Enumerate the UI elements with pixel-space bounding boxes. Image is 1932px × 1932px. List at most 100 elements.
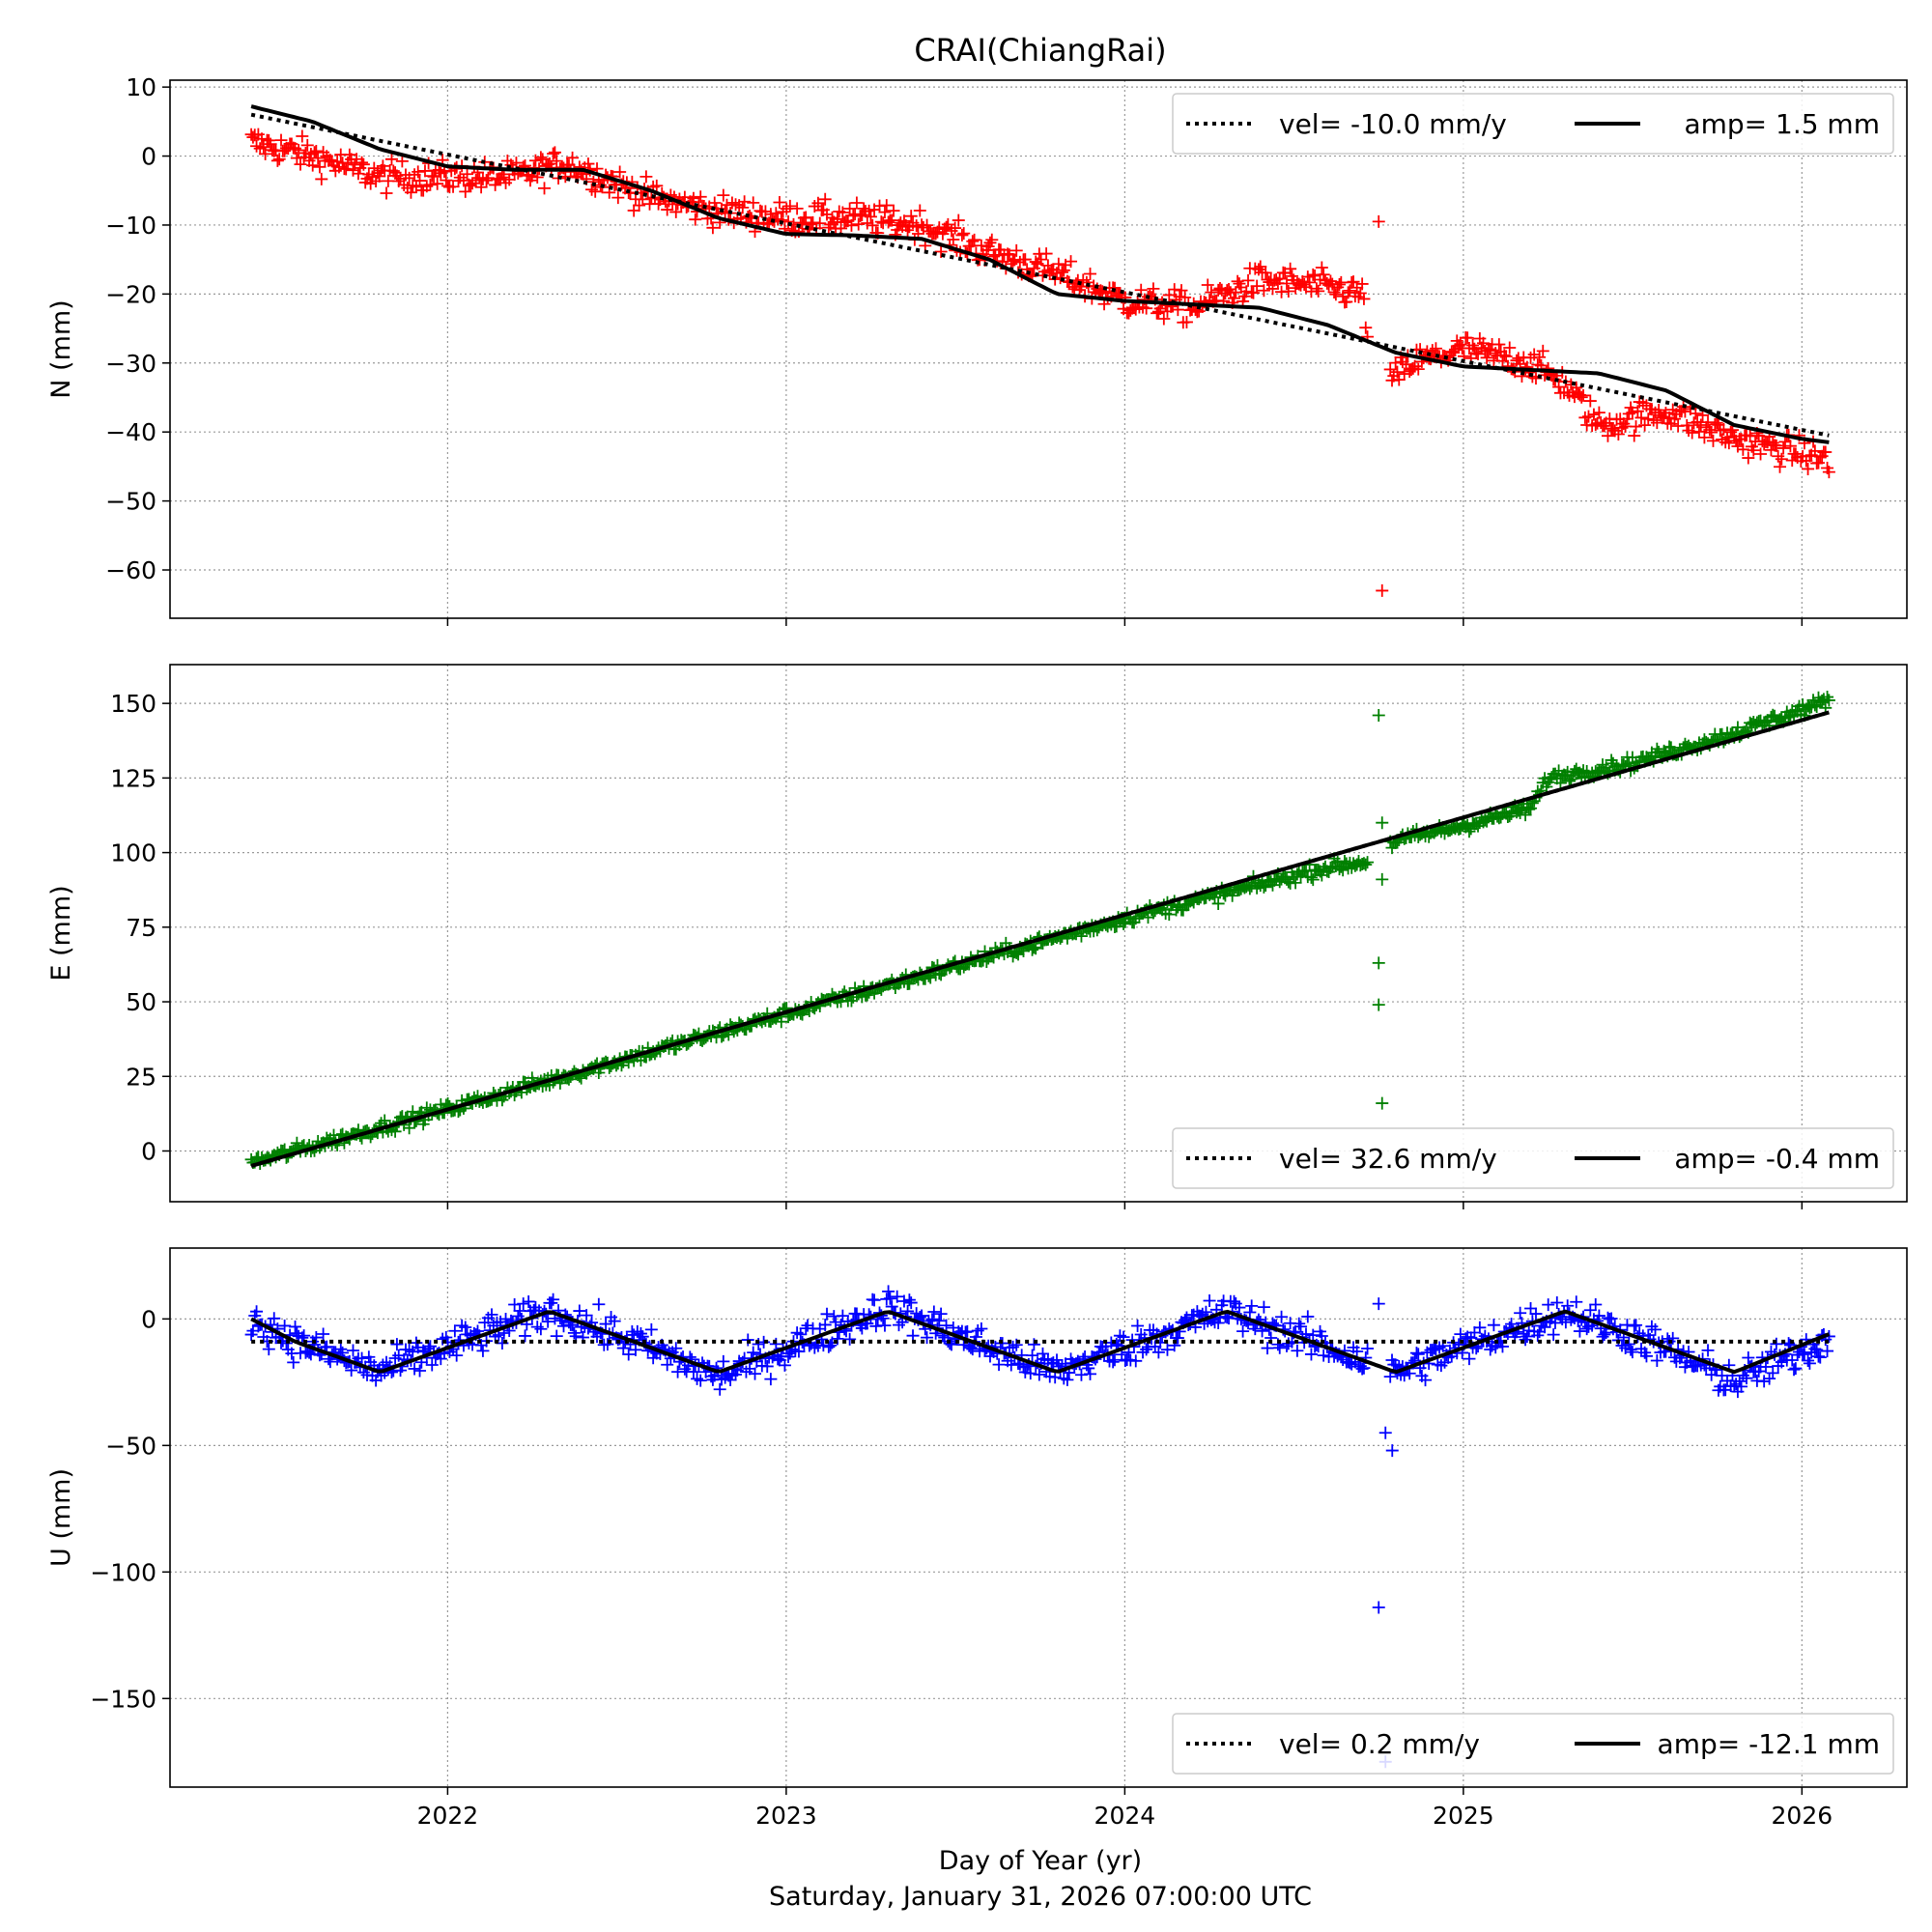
data-point <box>813 216 827 230</box>
data-point <box>1821 691 1834 704</box>
data-point <box>300 138 314 152</box>
data-point <box>1310 282 1323 296</box>
data-point <box>1256 1324 1269 1338</box>
legend: vel= 32.6 mm/y amp= -0.4 mm <box>1172 1127 1894 1189</box>
data-point <box>534 1322 548 1336</box>
data-point <box>1631 405 1644 418</box>
data-point <box>1561 765 1575 779</box>
data-point <box>431 177 444 190</box>
data-point <box>801 1319 814 1332</box>
y-tick-label: 0 <box>141 1305 156 1333</box>
data-point <box>1742 451 1755 465</box>
data-point <box>352 167 365 181</box>
data-point <box>1306 268 1320 281</box>
data-point <box>1706 434 1719 447</box>
data-point <box>624 186 638 200</box>
data-point <box>1686 426 1699 440</box>
data-point <box>1342 286 1355 299</box>
data-point <box>790 202 804 215</box>
data-point <box>1409 1347 1423 1360</box>
data-point <box>836 1309 849 1322</box>
data-point <box>1783 440 1797 453</box>
data-point <box>1650 1354 1663 1368</box>
data-point <box>613 165 627 179</box>
data-point <box>1548 1316 1562 1329</box>
data-point <box>317 1327 330 1341</box>
data-point <box>941 217 954 231</box>
data-point <box>255 132 269 146</box>
data-point <box>616 1342 630 1355</box>
data-point <box>1055 266 1068 279</box>
x-axis-label: Day of Year (yr) <box>939 1846 1142 1876</box>
data-point <box>1522 803 1536 816</box>
data-point <box>1257 284 1270 298</box>
y-tick-label: −50 <box>105 1432 156 1460</box>
data-point <box>983 236 997 249</box>
y-tick-label: −150 <box>90 1685 156 1713</box>
data-point <box>1372 709 1385 723</box>
data-point <box>294 157 307 171</box>
data-point <box>1731 440 1745 453</box>
data-point <box>1499 350 1513 363</box>
data-point <box>1357 292 1371 305</box>
data-point <box>1600 1326 1613 1339</box>
data-point <box>1074 1368 1088 1381</box>
data-point <box>781 214 795 228</box>
data-point <box>863 204 876 217</box>
data-point <box>278 1143 292 1156</box>
data-point <box>850 196 864 210</box>
y-axis-label: U (mm) <box>46 1468 76 1567</box>
data-point <box>278 1319 292 1332</box>
data-point <box>1802 1353 1815 1367</box>
data-point <box>1400 357 1413 371</box>
data-point <box>403 1122 416 1135</box>
data-point <box>395 155 409 168</box>
data-point <box>1664 741 1678 754</box>
data-point <box>1628 429 1641 442</box>
data-point <box>883 1292 896 1305</box>
axes-frame <box>169 664 1908 1203</box>
data-point <box>1559 1316 1573 1329</box>
data-point <box>440 174 453 187</box>
data-point <box>1151 1346 1165 1359</box>
data-point <box>1241 273 1255 287</box>
y-tick-label: 150 <box>110 690 156 718</box>
data-point <box>1747 443 1760 457</box>
data-point <box>474 181 488 194</box>
data-point <box>824 1339 838 1352</box>
data-point <box>843 1332 857 1346</box>
data-point <box>1759 1360 1773 1374</box>
y-tick-label: 50 <box>126 988 156 1016</box>
data-point <box>408 1362 421 1376</box>
data-point <box>878 1319 892 1332</box>
data-point <box>1376 816 1389 830</box>
data-point <box>599 1318 612 1331</box>
y-axis-label: N (mm) <box>46 299 76 398</box>
data-point <box>1282 285 1295 298</box>
data-point <box>427 170 440 184</box>
data-point <box>1301 270 1315 284</box>
data-point <box>1808 1342 1822 1355</box>
x-tick-label: 2022 <box>417 1802 479 1830</box>
data-point <box>550 155 563 168</box>
data-point <box>1519 1333 1532 1347</box>
data-point <box>1650 742 1663 755</box>
data-point <box>694 190 707 204</box>
data-point <box>270 154 284 167</box>
data-point <box>1233 1301 1246 1315</box>
data-point <box>1626 1346 1639 1359</box>
legend-box <box>1172 1713 1894 1775</box>
data-point <box>1157 312 1171 326</box>
data-point <box>836 206 849 219</box>
data-point <box>1692 425 1706 439</box>
data-point <box>412 165 425 179</box>
data-point <box>257 140 270 154</box>
data-point <box>636 192 649 206</box>
data-point <box>1385 1444 1399 1458</box>
data-point <box>749 1367 762 1380</box>
data-point <box>1619 419 1633 433</box>
data-point <box>1703 423 1717 437</box>
data-point <box>689 213 702 226</box>
data-point <box>1754 447 1768 461</box>
data-point <box>355 156 369 169</box>
